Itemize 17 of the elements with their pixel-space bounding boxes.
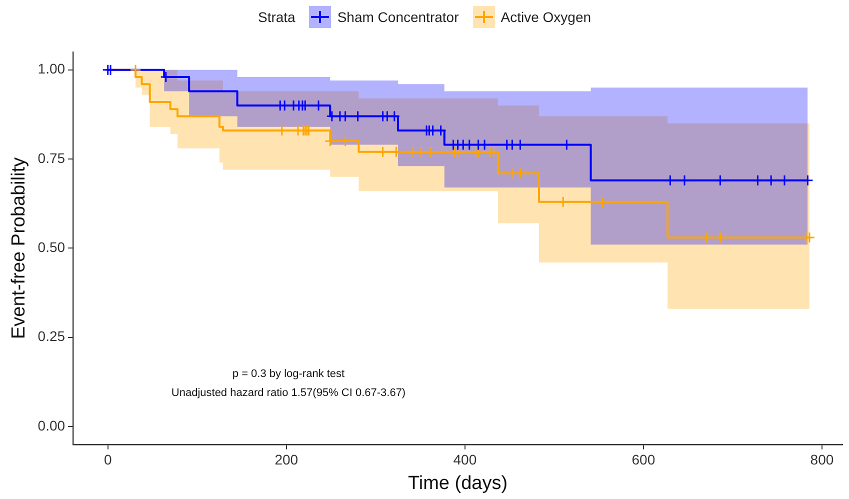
x-axis-title: Time (days) xyxy=(408,472,508,494)
legend-title: Strata xyxy=(258,9,296,25)
y-tick-label: 1.00 xyxy=(38,60,66,77)
annotation: p = 0.3 by log-rank test xyxy=(232,368,345,380)
y-tick-label: 0.50 xyxy=(38,239,66,256)
x-tick-label: 600 xyxy=(632,452,656,468)
annotation: Unadjusted hazard ratio 1.57(95% CI 0.67-3.67) xyxy=(171,386,406,399)
x-tick-label: 0 xyxy=(104,452,112,468)
x-tick-label: 200 xyxy=(274,452,298,468)
y-tick-label: 0.25 xyxy=(38,328,66,344)
x-tick-label: 400 xyxy=(453,452,477,468)
y-tick-label: 0.75 xyxy=(38,150,66,166)
x-tick-label: 800 xyxy=(810,452,834,468)
legend-label: Active Oxygen xyxy=(500,9,592,25)
legend-label: Sham Concentrator xyxy=(337,9,459,25)
y-tick-label: 0.00 xyxy=(38,417,66,434)
y-axis-title: Event-free Probability xyxy=(8,156,30,340)
